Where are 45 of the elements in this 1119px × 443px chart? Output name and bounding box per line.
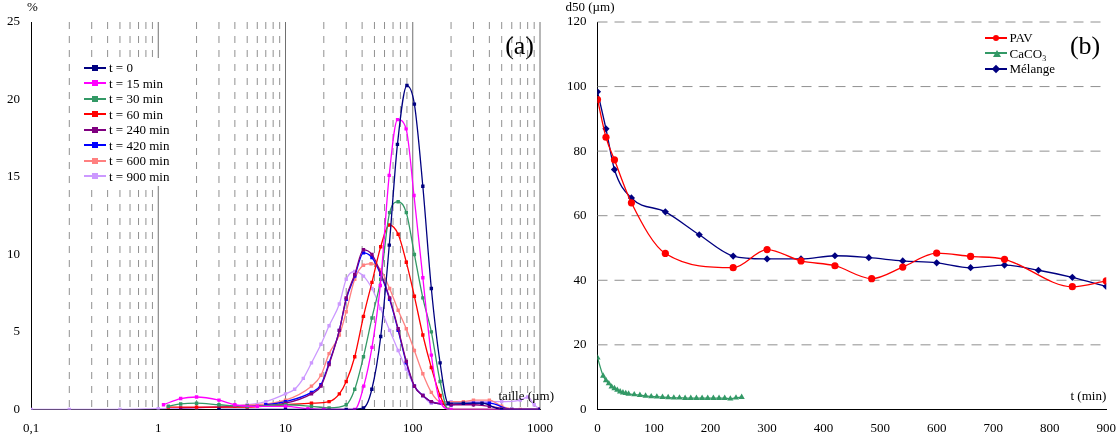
x-tick-label: 0,1 (22, 419, 40, 435)
x-tick-label: 100 (403, 419, 423, 435)
y-tick-label: 40 (573, 271, 587, 287)
legend-label: t = 0 (109, 60, 133, 76)
x-tick-label: 800 (1039, 419, 1060, 435)
y-tick-label: 0 (580, 400, 587, 416)
x-tick-label: 0 (594, 419, 601, 435)
legend-label: t = 15 min (109, 75, 163, 91)
x-tick-label: 1 (155, 419, 162, 435)
legend-label: Mélange (1009, 61, 1055, 77)
y-tick-label: 20 (7, 90, 20, 106)
annotation: (b) (1069, 30, 1101, 60)
y-tick-label: 60 (573, 207, 587, 223)
legend-label: CaCO₃ (1009, 45, 1047, 61)
legend-label: t = 60 min (109, 106, 163, 122)
y-axis-title: d50 (µm) (565, 0, 615, 14)
legend-label: PAV (1009, 30, 1033, 46)
x-tick-label: 10 (279, 419, 292, 435)
y-tick-label: 10 (7, 245, 20, 261)
annotation: (a) (505, 30, 534, 60)
legend-label: t = 240 min (109, 122, 170, 138)
y-tick-label: 100 (567, 77, 587, 93)
x-tick-label: 400 (813, 419, 834, 435)
x-tick-label: 300 (757, 419, 777, 435)
x-tick-label: 600 (926, 419, 947, 435)
x-tick-label: 200 (700, 419, 721, 435)
y-axis-title: % (27, 0, 38, 14)
x-tick-label: 500 (870, 419, 890, 435)
y-tick-label: 5 (13, 323, 20, 339)
y-tick-label: 80 (573, 142, 587, 158)
y-tick-label: 0 (13, 400, 20, 416)
x-axis-title: taille (µm) (498, 388, 554, 404)
x-tick-label: 700 (983, 419, 1003, 435)
y-tick-label: 120 (567, 13, 587, 29)
legend-label: t = 900 min (109, 168, 170, 184)
y-tick-label: 20 (573, 336, 587, 352)
x-tick-label: 1000 (527, 419, 553, 435)
legend-label: t = 600 min (109, 153, 170, 169)
x-tick-label: 900 (1096, 419, 1116, 435)
y-tick-label: 15 (7, 168, 20, 184)
legend-label: t = 30 min (109, 91, 163, 107)
legend-label: t = 420 min (109, 137, 170, 153)
y-tick-label: 25 (7, 13, 20, 29)
x-axis-title: t (min) (1070, 388, 1107, 404)
x-tick-label: 100 (644, 419, 664, 435)
